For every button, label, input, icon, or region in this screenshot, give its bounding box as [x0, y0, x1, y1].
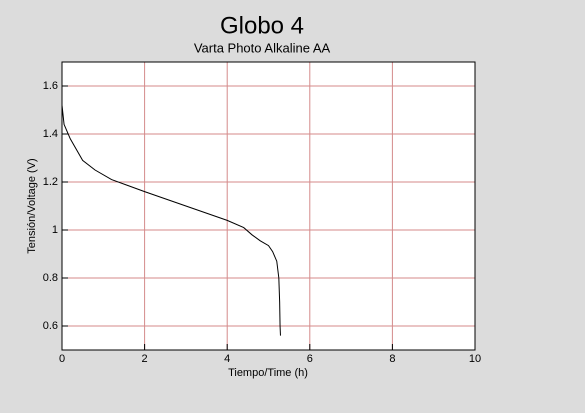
y-tick-label: 0.6 [43, 320, 58, 332]
x-tick-label: 0 [59, 353, 65, 365]
plot-area [62, 62, 475, 350]
y-tick-label: 1.6 [43, 80, 58, 92]
y-tick-label: 1 [52, 224, 58, 236]
y-axis-label: Tensión/Voltage (V) [26, 158, 38, 253]
data-line [61, 105, 281, 336]
x-tick-label: 6 [307, 353, 313, 365]
x-axis-label: Tiempo/Time (h) [228, 367, 308, 379]
y-tick-label: 1.4 [43, 128, 58, 140]
x-tick-label: 2 [142, 353, 148, 365]
y-tick-label: 0.8 [43, 272, 58, 284]
chart-title: Globo 4 [220, 12, 304, 39]
x-tick-label: 10 [469, 353, 481, 365]
x-tick-label: 8 [389, 353, 395, 365]
plot-frame [61, 61, 476, 351]
x-tick-label: 4 [224, 353, 230, 365]
y-tick-label: 1.2 [43, 176, 58, 188]
chart-subtitle: Varta Photo Alkaline AA [194, 40, 331, 55]
